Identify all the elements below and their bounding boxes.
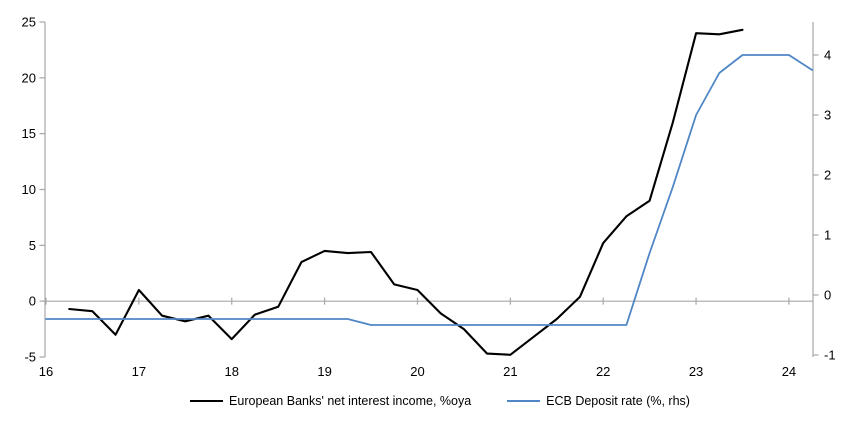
left-axis-label: 10 [22,182,36,197]
left-axis-label: 5 [29,238,36,253]
right-axis: -1 0 1 2 3 4 [813,48,836,363]
x-axis-label: 23 [689,364,703,379]
x-axis-ticks [45,297,790,305]
deposit-rate-line [45,54,813,326]
right-axis-label: 2 [824,168,831,183]
x-axis-label: 22 [596,364,610,379]
nii-line-swatch [190,400,224,402]
deposit-rate-line-swatch [507,400,541,402]
left-axis-label: 15 [22,126,36,141]
right-axis-label: 3 [824,108,831,123]
legend-item-nii: European Banks' net interest income, %oy… [190,394,471,408]
legend-label-deposit-rate: ECB Deposit rate (%, rhs) [546,394,690,408]
nii-line [68,28,744,356]
left-axis-label: 25 [22,15,36,30]
legend-label-nii: European Banks' net interest income, %oy… [229,394,472,408]
left-axis: -5 0 5 10 15 20 25 [22,15,45,365]
left-axis-label: -5 [24,350,36,365]
x-axis-label: 20 [410,364,424,379]
x-axis-label: 19 [317,364,331,379]
x-axis-label: 16 [39,364,53,379]
x-axis-label: 18 [224,364,238,379]
left-axis-label: 0 [29,294,36,309]
x-axis-labels: 16 17 18 19 20 21 22 23 24 [39,364,796,379]
x-axis-label: 21 [503,364,517,379]
right-axis-label: 0 [824,288,831,303]
right-axis-label: -1 [824,348,836,363]
right-axis-label: 1 [824,228,831,243]
legend-item-deposit-rate: ECB Deposit rate (%, rhs) [507,394,690,408]
x-axis-label: 17 [132,364,146,379]
legend: European Banks' net interest income, %oy… [0,394,852,408]
right-axis-label: 4 [824,48,831,63]
left-axis-label: 20 [22,70,36,85]
x-axis-label: 24 [782,364,796,379]
